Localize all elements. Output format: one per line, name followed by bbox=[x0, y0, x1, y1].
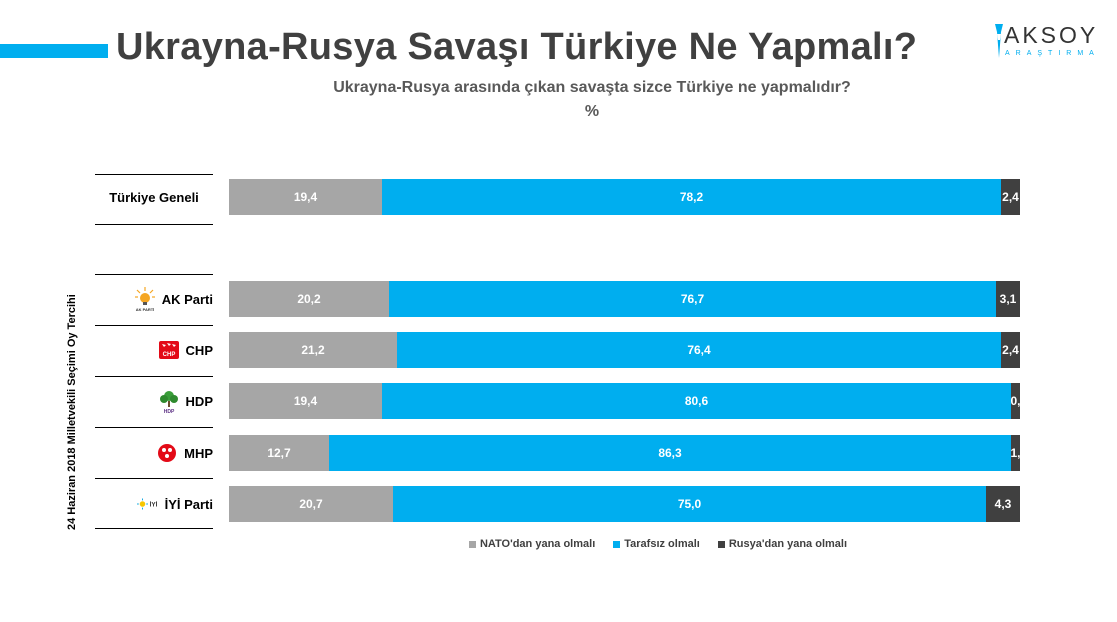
side-axis-label: 24 Haziran 2018 Milletvekili Seçimi Oy T… bbox=[66, 294, 78, 530]
chp-arrows-icon: CHP bbox=[158, 339, 180, 361]
mhp-crescent-icon bbox=[156, 442, 178, 464]
row-separator-line bbox=[95, 174, 213, 175]
aksoy-logo: AKSOY ARAŞTIRMA bbox=[994, 22, 1099, 72]
bar-row: 20,2 76,7 3,1 bbox=[229, 281, 1020, 317]
bar-segment: 86,3 bbox=[329, 435, 1011, 471]
legend-item-neutral: Tarafsız olmalı bbox=[613, 538, 700, 550]
legend-label-neutral: Tarafsız olmalı bbox=[624, 538, 700, 550]
data-label: 76,7 bbox=[680, 292, 705, 306]
data-label: 12,7 bbox=[267, 446, 291, 460]
category-label: CHP bbox=[185, 342, 213, 358]
bar-segment: 20,2 bbox=[229, 281, 389, 317]
bar-segment: 76,7 bbox=[389, 281, 996, 317]
data-label: 19,4 bbox=[293, 190, 318, 204]
category-label: İYİ Parti bbox=[164, 496, 213, 512]
bar-segment: 21,2 bbox=[229, 332, 397, 368]
bar-segment: 20,7 bbox=[229, 486, 393, 522]
svg-text:CHP: CHP bbox=[162, 352, 175, 358]
category-label-row: MHP bbox=[95, 435, 213, 471]
data-label: 78,2 bbox=[679, 190, 704, 204]
data-label: 3,1 bbox=[999, 292, 1017, 306]
bar-segment: 2,4 bbox=[1001, 179, 1020, 215]
bar-segment: 78,2 bbox=[382, 179, 1001, 215]
category-label: Türkiye Geneli bbox=[109, 189, 199, 205]
legend-item-russia: Rusya'dan yana olmalı bbox=[717, 538, 848, 550]
category-label-row: Türkiye Geneli bbox=[95, 179, 213, 215]
bar-segment: 3,1 bbox=[996, 281, 1020, 317]
legend-label-russia: Rusya'dan yana olmalı bbox=[728, 538, 848, 550]
hdp-tree-icon: HDP bbox=[158, 390, 180, 414]
data-label: 1, bbox=[1011, 446, 1020, 460]
row-separator-line bbox=[95, 528, 213, 529]
svg-text:HDP: HDP bbox=[163, 409, 174, 414]
svg-text:İYİ: İYİ bbox=[149, 501, 157, 509]
data-label: 2,4 bbox=[1002, 190, 1019, 204]
bar-segment: 80,6 bbox=[382, 383, 1011, 419]
row-separator-line bbox=[95, 224, 213, 225]
row-separator-line bbox=[95, 376, 213, 377]
category-label: MHP bbox=[184, 445, 213, 461]
legend-label-nato: NATO'dan yana olmalı bbox=[479, 538, 596, 550]
category-label: AK Parti bbox=[161, 291, 213, 307]
chart-legend: NATO'dan yana olmalı Tarafsız olmalı Rus… bbox=[0, 538, 1117, 550]
data-label: 75,0 bbox=[677, 497, 702, 511]
row-separator-line bbox=[95, 478, 213, 479]
logo-subtext: ARAŞTIRMA bbox=[1005, 50, 1100, 57]
bar-segment: 75,0 bbox=[393, 486, 986, 522]
row-separator-line bbox=[95, 325, 213, 326]
data-label: 21,2 bbox=[301, 343, 325, 357]
chart-unit: % bbox=[584, 103, 600, 120]
bar-segment: 1, bbox=[1011, 435, 1020, 471]
legend-item-nato: NATO'dan yana olmalı bbox=[468, 538, 596, 550]
iyi-sun-icon: İYİ bbox=[136, 493, 159, 515]
data-label: 80,6 bbox=[684, 394, 709, 408]
title-accent-bar bbox=[0, 44, 108, 58]
bar-segment: 0, bbox=[1011, 383, 1020, 419]
data-label: 2,4 bbox=[1002, 343, 1019, 357]
category-label-row: İYİ İYİ Parti bbox=[95, 486, 213, 522]
chart-subtitle: Ukrayna-Rusya arasında çıkan savaşta siz… bbox=[333, 79, 851, 96]
category-label: HDP bbox=[185, 393, 213, 409]
data-label: 20,2 bbox=[297, 292, 321, 306]
data-label: 76,4 bbox=[687, 343, 711, 357]
bar-row: 19,4 80,6 0, bbox=[229, 383, 1020, 419]
legend-swatch-russia bbox=[717, 540, 725, 548]
row-separator-line bbox=[95, 427, 213, 428]
category-label-row: HDP HDP bbox=[95, 383, 213, 419]
page-title: Ukrayna-Rusya Savaşı Türkiye Ne Yapmalı? bbox=[116, 26, 918, 68]
bar-segment: 19,4 bbox=[229, 179, 382, 215]
bar-row: 21,2 76,4 2,4 bbox=[229, 332, 1020, 368]
bar-row: 20,7 75,0 4,3 bbox=[229, 486, 1020, 522]
data-label: 20,7 bbox=[299, 497, 323, 511]
category-label-row: CHP CHP bbox=[95, 332, 213, 368]
aksoy-logo-mark-icon bbox=[995, 24, 1003, 58]
bar-segment: 12,7 bbox=[229, 435, 329, 471]
legend-swatch-neutral bbox=[613, 540, 621, 548]
data-label: 4,3 bbox=[994, 497, 1012, 511]
category-label-row: AK PARTİ AK Parti bbox=[95, 281, 213, 317]
data-label: 19,4 bbox=[293, 394, 318, 408]
bar-segment: 76,4 bbox=[397, 332, 1001, 368]
bar-segment: 4,3 bbox=[986, 486, 1020, 522]
bar-row: 12,7 86,3 1, bbox=[229, 435, 1020, 471]
data-label: 86,3 bbox=[658, 446, 682, 460]
bar-segment: 2,4 bbox=[1001, 332, 1020, 368]
bar-row: 19,4 78,2 2,4 bbox=[229, 179, 1020, 215]
logo-name: AKSOY bbox=[1004, 22, 1099, 48]
svg-text:AK PARTİ: AK PARTİ bbox=[135, 307, 154, 312]
akp-bulb-icon: AK PARTİ bbox=[134, 287, 156, 312]
legend-swatch-nato bbox=[468, 540, 476, 548]
data-label: 0, bbox=[1011, 394, 1020, 408]
bar-segment: 19,4 bbox=[229, 383, 382, 419]
row-separator-line bbox=[95, 274, 213, 275]
